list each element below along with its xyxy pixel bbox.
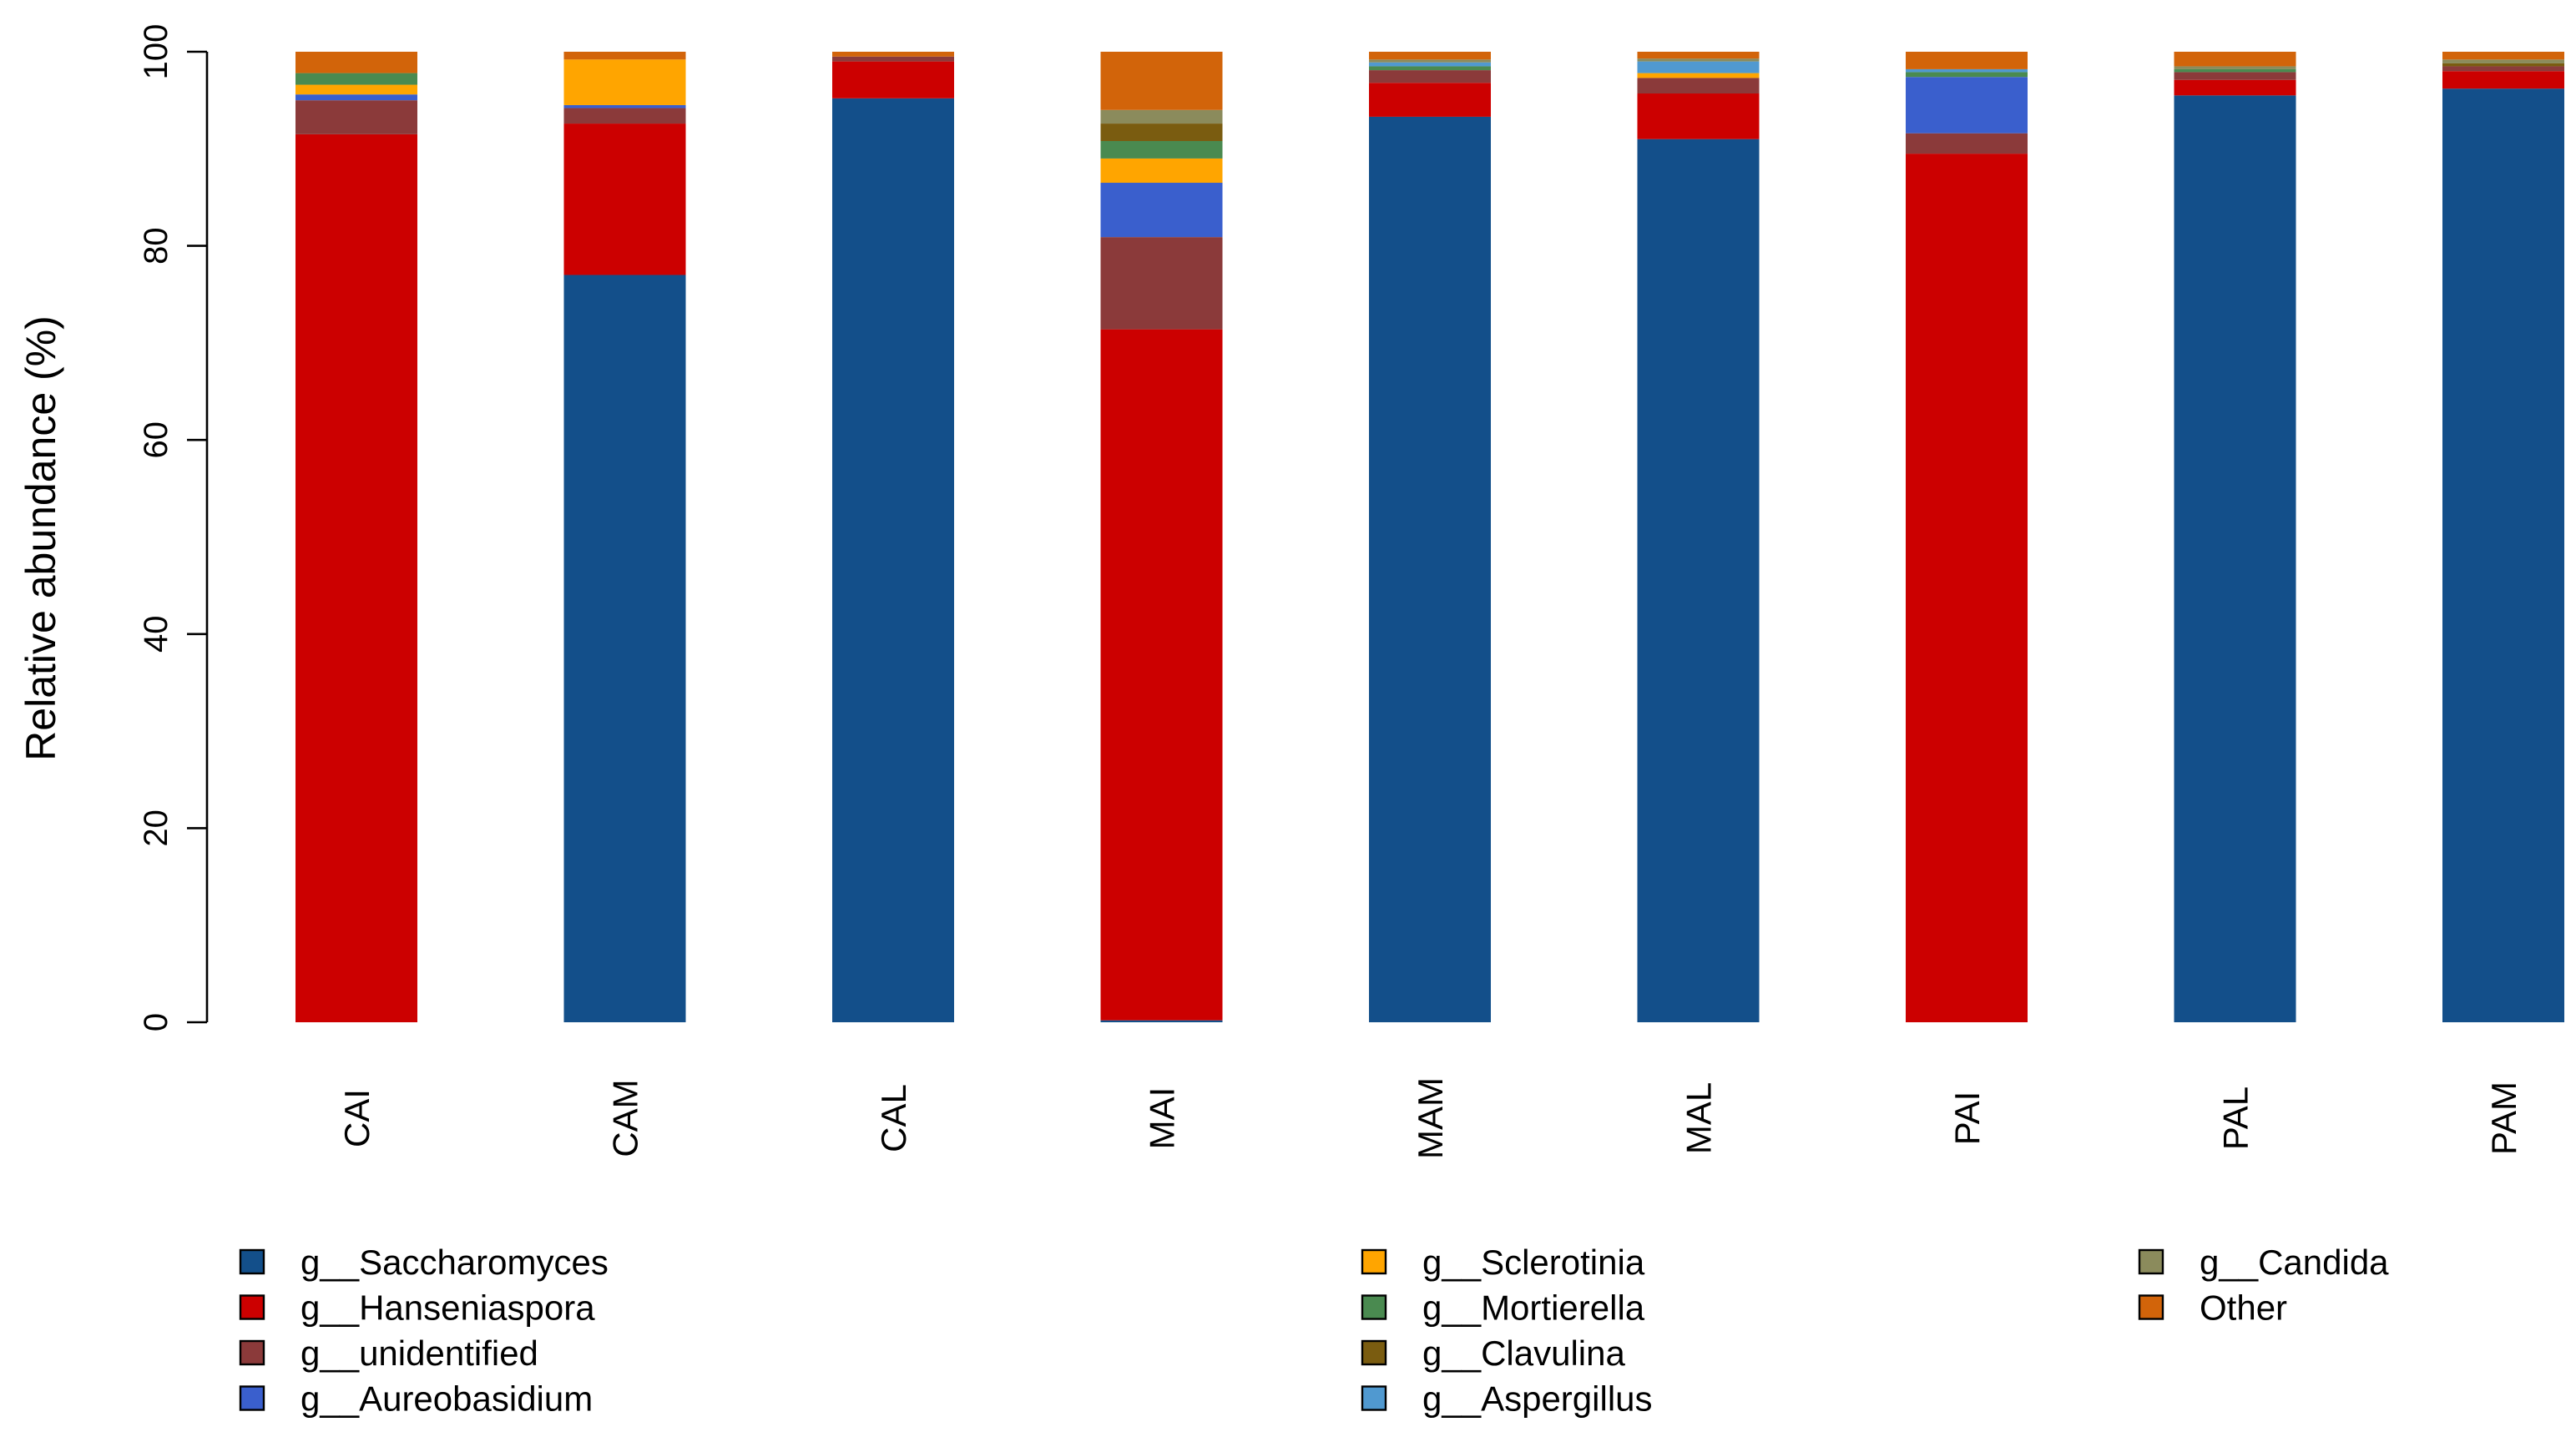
- x-category-label: PAI: [1947, 1092, 1987, 1146]
- x-category-label: CAM: [606, 1079, 645, 1157]
- bar-segment-cam-0: [563, 275, 686, 1022]
- x-category-label: MAI: [1143, 1087, 1182, 1150]
- x-category-labels: CAI CAM CAL MAI MAM MAL PAI PAL PAM: [337, 1077, 2523, 1159]
- x-category-label: CAI: [337, 1089, 376, 1147]
- bar-segment-cai-4: [295, 84, 417, 95]
- legend-swatch: [239, 1339, 265, 1366]
- legend-swatch: [2138, 1294, 2164, 1320]
- bars-layer: [295, 52, 2564, 1023]
- bar-segment-mam-1: [1369, 83, 1491, 117]
- bar-segment-mal-0: [1637, 139, 1760, 1022]
- legend-entry-label: g__Sclerotinia: [1422, 1243, 1645, 1282]
- bar-segment-mai-8: [1100, 109, 1223, 124]
- bar-segment-cai-9: [295, 52, 417, 73]
- bar-segment-mam-0: [1369, 116, 1491, 1022]
- bar-segment-mam-8: [1369, 59, 1491, 63]
- legend-entry-label: g__Aspergillus: [1422, 1379, 1653, 1419]
- bar-segment-pai-5: [1906, 72, 2028, 78]
- bar-segment-cam-9: [563, 52, 686, 60]
- bar-segment-mam-5: [1369, 66, 1491, 71]
- y-axis: 0 20 40 60 80 100: [138, 24, 209, 1031]
- legend-swatch: [1361, 1248, 1387, 1275]
- bar-segment-mai-3: [1100, 183, 1223, 238]
- x-category-label: MAM: [1411, 1077, 1450, 1159]
- bar-segment-pam-1: [2442, 71, 2564, 89]
- y-tick-label: 100: [138, 24, 174, 80]
- bar-segment-cai-2: [295, 100, 417, 134]
- bar-segment-cal-2: [832, 56, 954, 62]
- bar-segment-cam-1: [563, 124, 686, 275]
- bar-segment-pai-2: [1906, 133, 2028, 154]
- bar-segment-cai-5: [295, 73, 417, 85]
- y-tick-label: 60: [138, 421, 174, 459]
- bar-segment-mai-2: [1100, 237, 1223, 330]
- bar-segment-pam-6: [2442, 63, 2564, 67]
- y-tick-label: 40: [138, 616, 174, 653]
- bar-segment-mal-1: [1637, 93, 1760, 139]
- bar-segment-cam-2: [563, 108, 686, 124]
- bar-segment-pai-9: [1906, 52, 2028, 69]
- bar-segment-cal-1: [832, 61, 954, 98]
- bar-segment-mam-9: [1369, 52, 1491, 60]
- bar-segment-pam-0: [2442, 88, 2564, 1023]
- bar-segment-mal-4: [1637, 73, 1760, 78]
- bar-segment-cal-0: [832, 98, 954, 1023]
- legend-swatch: [2138, 1248, 2164, 1275]
- legend-swatch: [1361, 1339, 1387, 1366]
- bar-segment-mai-5: [1100, 140, 1223, 159]
- bar-segment-pal-2: [2174, 72, 2296, 80]
- legend-entry-label: g__Clavulina: [1422, 1334, 1625, 1373]
- legend-entry-label: g__Mortierella: [1422, 1288, 1645, 1328]
- bar-segment-mai-9: [1100, 52, 1223, 110]
- x-category-label: MAL: [1679, 1082, 1719, 1154]
- legend-entry-label: g__unidentified: [301, 1334, 538, 1373]
- legend-entry-label: g__Hanseniaspora: [301, 1288, 595, 1328]
- bar-segment-cai-1: [295, 134, 417, 1023]
- bar-segment-cai-3: [295, 94, 417, 101]
- bar-segment-pai-7: [1906, 68, 2028, 73]
- bar-segment-pam-9: [2442, 52, 2564, 60]
- x-category-label: CAL: [874, 1084, 913, 1152]
- bar-segment-mai-6: [1100, 124, 1223, 141]
- legend-swatch: [1361, 1385, 1387, 1411]
- bar-segment-pal-1: [2174, 79, 2296, 96]
- legend-swatch: [239, 1385, 265, 1411]
- bar-segment-cam-4: [563, 59, 686, 105]
- legend-swatch: [239, 1294, 265, 1320]
- legend: g__Saccharomyces g__Hanseniaspora g__unide…: [239, 1243, 2389, 1419]
- bar-segment-pal-9: [2174, 52, 2296, 67]
- y-tick-label: 0: [138, 1013, 174, 1031]
- bar-segment-pam-2: [2442, 66, 2564, 72]
- legend-entry-label: Other: [2200, 1288, 2287, 1328]
- bar-segment-mai-4: [1100, 158, 1223, 184]
- legend-entry-label: g__Candida: [2200, 1243, 2389, 1282]
- bar-segment-mal-7: [1637, 61, 1760, 73]
- bar-segment-pai-3: [1906, 77, 2028, 134]
- bar-segment-pal-5: [2174, 68, 2296, 73]
- bar-segment-pal-8: [2174, 66, 2296, 69]
- y-tick-label: 20: [138, 809, 174, 847]
- bar-segment-mal-2: [1637, 78, 1760, 94]
- bar-segment-mal-9: [1637, 52, 1760, 59]
- y-axis-label: Relative abundance (%): [18, 315, 64, 761]
- bar-segment-cal-9: [832, 52, 954, 57]
- bar-segment-mai-0: [1100, 1020, 1223, 1022]
- legend-swatch: [1361, 1294, 1387, 1320]
- bar-segment-pai-1: [1906, 154, 2028, 1023]
- legend-entry-label: g__Saccharomyces: [301, 1243, 609, 1282]
- bar-segment-cam-3: [563, 104, 686, 108]
- bar-segment-mam-2: [1369, 70, 1491, 83]
- bar-segment-pal-0: [2174, 95, 2296, 1023]
- x-category-label: PAL: [2216, 1087, 2255, 1150]
- bar-segment-mam-7: [1369, 62, 1491, 67]
- bar-segment-pam-8: [2442, 59, 2564, 63]
- x-category-label: PAM: [2484, 1082, 2523, 1155]
- legend-swatch: [239, 1248, 265, 1275]
- bar-segment-mai-1: [1100, 329, 1223, 1021]
- y-tick-label: 80: [138, 227, 174, 265]
- legend-entry-label: g__Aureobasidium: [301, 1379, 593, 1419]
- bar-segment-mal-8: [1637, 58, 1760, 62]
